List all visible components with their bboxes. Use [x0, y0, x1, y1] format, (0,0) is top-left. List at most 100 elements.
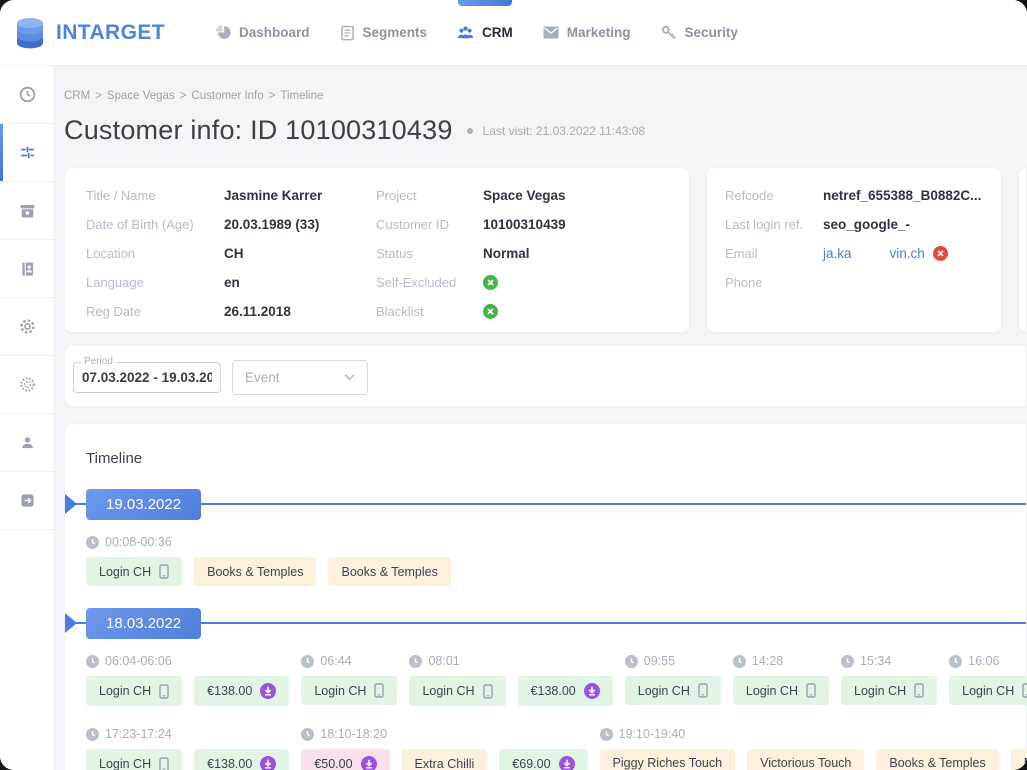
email-link[interactable]: vin.ch [889, 245, 925, 261]
last-visit: Last visit: 21.03.2022 11:43:08 [482, 123, 646, 138]
event-chip[interactable]: Login CH [86, 557, 183, 586]
field-row: Location CH [86, 245, 376, 261]
nav-item-security[interactable]: Security [646, 0, 753, 66]
breadcrumb-item-crm[interactable]: CRM [64, 90, 91, 102]
nav-item-segments[interactable]: Segments [325, 0, 443, 66]
timeline-days: 19.03.2022 00:08-00:36 Login CH Books & Tem… [65, 488, 1027, 770]
breadcrumb-separator: > [268, 90, 276, 102]
event-chip[interactable]: €138.00 [194, 676, 290, 706]
event-chip[interactable]: Login CH [624, 676, 721, 705]
sidebar-item-timeline[interactable] [0, 124, 54, 182]
event-chip[interactable]: Books & Temples [328, 557, 451, 586]
chip-label: Extra Chilli [414, 757, 475, 770]
nav-item-label: Security [684, 25, 738, 40]
nav-item-dashboard[interactable]: Dashboard [201, 0, 325, 66]
clock-small-icon [301, 654, 315, 668]
main-nav: Dashboard Segments CRM Marketing Security [201, 0, 753, 66]
customer-profile-card: Title / Name Jasmine Karrer Date of Birth … [64, 167, 690, 333]
mobile-icon [159, 756, 169, 770]
event-chip[interactable]: Books & Temples [876, 749, 999, 770]
event-group: 16:06 Login CH [949, 654, 1027, 706]
event-time: 06:04-06:06 [86, 654, 289, 668]
field-label: Self-Excluded [376, 274, 457, 290]
sidebar-item-settings[interactable] [0, 298, 54, 356]
event-chip[interactable]: Piggy Riches Touch [599, 749, 736, 770]
clock-small-icon [86, 654, 99, 668]
field-value: seo_google_- [823, 216, 911, 232]
period-input[interactable] [73, 362, 221, 393]
mobile-icon [482, 683, 493, 699]
field-row: Language en [86, 274, 376, 290]
event-chip[interactable]: Login CH [841, 676, 938, 705]
chevron-down-icon [344, 374, 355, 381]
event-chips: Login CH €138.00 [86, 676, 290, 706]
field-label: Date of Birth (Age) [86, 216, 194, 232]
chip-label: Piggy Riches Touch [612, 756, 723, 770]
event-chips: Login CH [949, 676, 1027, 705]
customer-ref-card: Refcode netref_655388_B0882C... Last login… [706, 167, 1002, 333]
event-chip[interactable]: €69.00 [499, 749, 588, 770]
chip-label: Login CH [962, 683, 1015, 698]
clock-small-icon [599, 727, 613, 741]
sidebar-item-history[interactable] [0, 66, 54, 124]
email-link[interactable]: ja.ka [823, 245, 852, 261]
field-value: ja.ka vin.ch [823, 245, 948, 261]
event-select[interactable]: Event [232, 360, 368, 395]
event-chip[interactable]: Login CH [732, 676, 829, 705]
event-chip[interactable]: Extra Chilli [401, 749, 488, 770]
event-chip[interactable]: Login CH [86, 749, 183, 770]
event-chip[interactable]: €138.00 [194, 749, 290, 770]
profile-fields-right: Project Space Vegas Customer ID 10100310439… [376, 187, 566, 332]
clock-small-icon [949, 654, 963, 668]
event-chip[interactable]: Victorious Touch [747, 749, 865, 770]
date-badge: 18.03.2022 [86, 607, 202, 639]
chip-label: Books & Temples [889, 756, 986, 770]
event-chip[interactable]: €50.00 [301, 749, 390, 770]
nav-item-crm[interactable]: CRM [442, 0, 528, 66]
sidebar-item-profile[interactable] [0, 414, 54, 472]
chip-label: Login CH [99, 564, 152, 579]
breadcrumb-item-timeline[interactable]: Timeline [280, 90, 324, 102]
field-label: Phone [725, 274, 763, 290]
event-chip[interactable]: Books & Temples [194, 557, 317, 586]
last-visit-dot [466, 127, 473, 134]
event-time-text: 16:06 [968, 654, 1000, 668]
breadcrumb-item-space-vegas[interactable]: Space Vegas [106, 90, 175, 102]
sidebar-item-contacts[interactable] [0, 240, 54, 298]
event-chip[interactable]: Login CH [949, 676, 1027, 705]
sidebar-item-logout[interactable] [0, 472, 54, 530]
clock-small-icon [409, 654, 423, 668]
event-chip[interactable]: €138.00 [517, 676, 613, 706]
event-chips: Piggy Riches Touch Victorious Touch Books … [599, 749, 1027, 770]
event-group: 09:55 Login CH [624, 654, 721, 706]
event-chip[interactable]: Login CH [301, 676, 398, 705]
event-group: 17:23-17:24 Login CH €138.00 [86, 727, 290, 770]
users-icon [457, 25, 474, 40]
gear-icon [19, 318, 36, 335]
timeline-date-row: 18.03.2022 [65, 607, 1026, 639]
sidebar-item-system[interactable] [0, 356, 54, 414]
profile-fields-left: Title / Name Jasmine Karrer Date of Birth … [86, 187, 376, 332]
mobile-icon [698, 683, 708, 698]
event-time-text: 08:01 [428, 654, 460, 668]
brand-logo[interactable]: INTARGET [14, 16, 165, 50]
event-time: 08:01 [409, 654, 612, 668]
breadcrumb-item-customer-info[interactable]: Customer Info [191, 90, 264, 102]
event-group: 19:10-19:40 Piggy Riches Touch Victorious … [599, 727, 1027, 770]
event-chip[interactable]: Login CH [409, 676, 506, 706]
mobile-icon [914, 683, 924, 698]
sidebar-item-promotions[interactable] [0, 182, 54, 240]
event-chip[interactable]: Books & Temples [1010, 749, 1027, 770]
x-circle-icon [932, 245, 948, 261]
event-chip[interactable]: Login CH [86, 676, 183, 706]
chip-label: Login CH [99, 684, 152, 698]
field-label: Location [86, 245, 136, 261]
event-time-text: 15:34 [860, 654, 892, 668]
chip-label: Login CH [314, 683, 367, 698]
deposit-icon [360, 756, 377, 770]
nav-item-marketing[interactable]: Marketing [528, 0, 646, 66]
nav-item-label: Segments [362, 25, 428, 40]
pie-chart-icon [215, 25, 231, 40]
event-time-text: 00:08-00:36 [105, 535, 172, 549]
event-chips: Login CH [301, 676, 398, 705]
